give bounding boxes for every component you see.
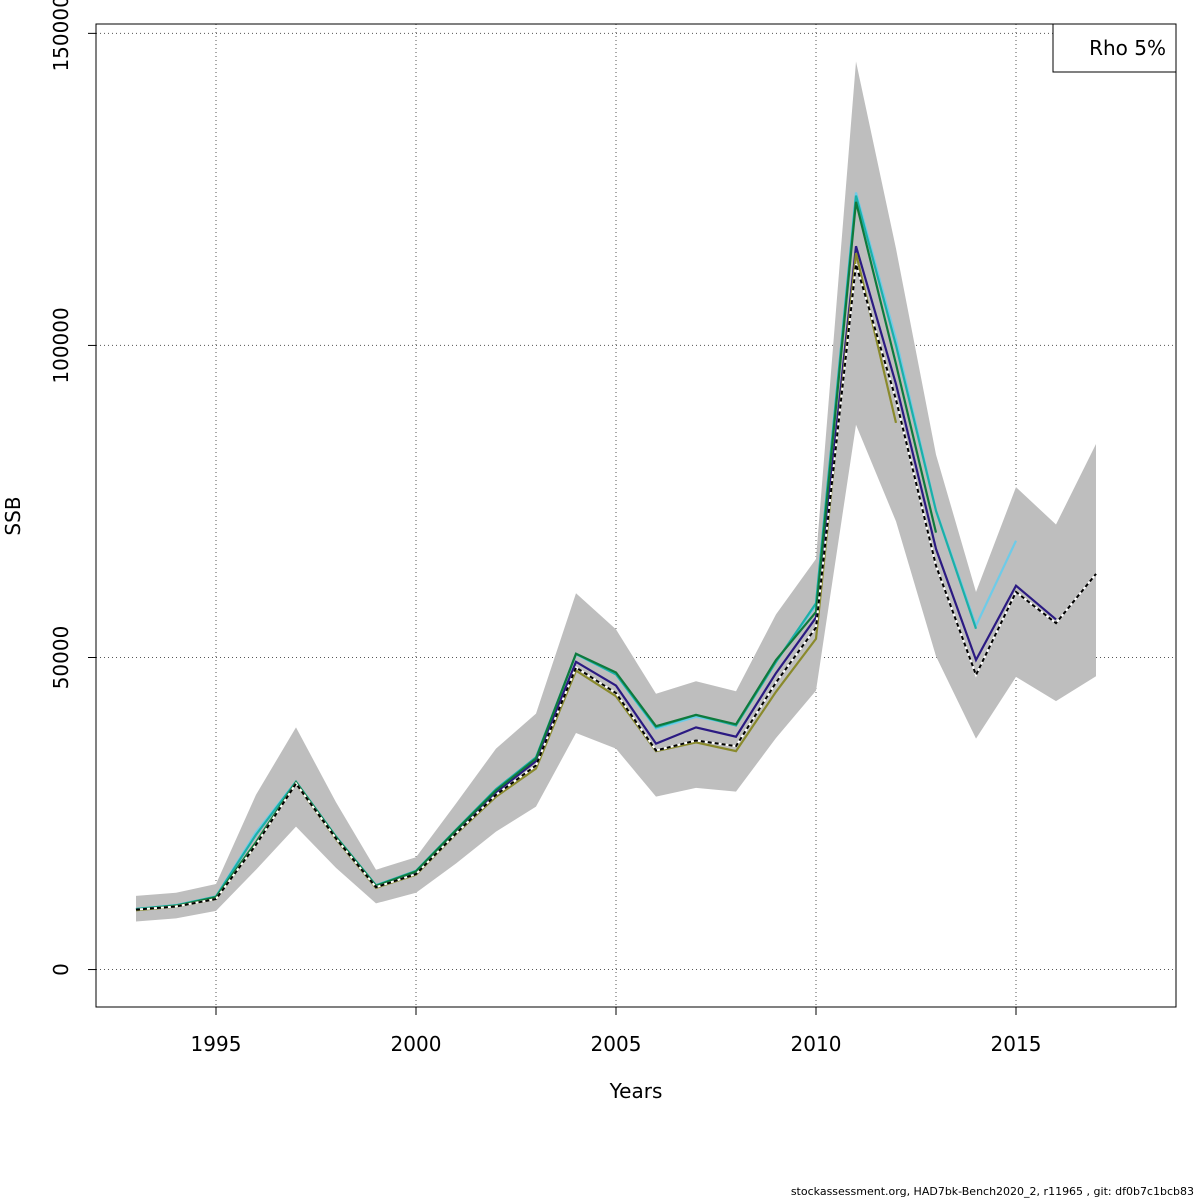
y-tick-label: 100000: [49, 307, 73, 383]
series-lines: [135, 192, 1097, 912]
y-tick-label: 0: [49, 963, 73, 976]
x-tick-label: 2015: [991, 1032, 1042, 1056]
x-axis-title: Years: [609, 1079, 663, 1103]
y-tick-label: 50000: [49, 626, 73, 690]
confidence-band-area: [136, 61, 1096, 922]
x-tick-label: 2000: [391, 1032, 442, 1056]
plot-frame: [95, 23, 1177, 1008]
legend-entry: Rho 5%: [1089, 36, 1166, 60]
y-tick-label: 150000: [49, 0, 73, 72]
series-line: [135, 264, 1097, 911]
confidence-band: [136, 61, 1096, 922]
legend-box: [1052, 23, 1177, 73]
footer-caption: stockassessment.org, HAD7bk-Bench2020_2,…: [790, 1185, 1194, 1198]
x-axis: 1995 2000 2005 2010 2015: [191, 1007, 1042, 1056]
series-line: [135, 201, 938, 911]
x-tick-label: 2005: [591, 1032, 642, 1056]
y-axis-title: SSB: [1, 496, 25, 535]
y-axis: 0 50000 100000 150000: [49, 0, 96, 976]
x-tick-label: 1995: [191, 1032, 242, 1056]
legend: Rho 5%: [1052, 23, 1177, 73]
x-tick-label: 2010: [791, 1032, 842, 1056]
